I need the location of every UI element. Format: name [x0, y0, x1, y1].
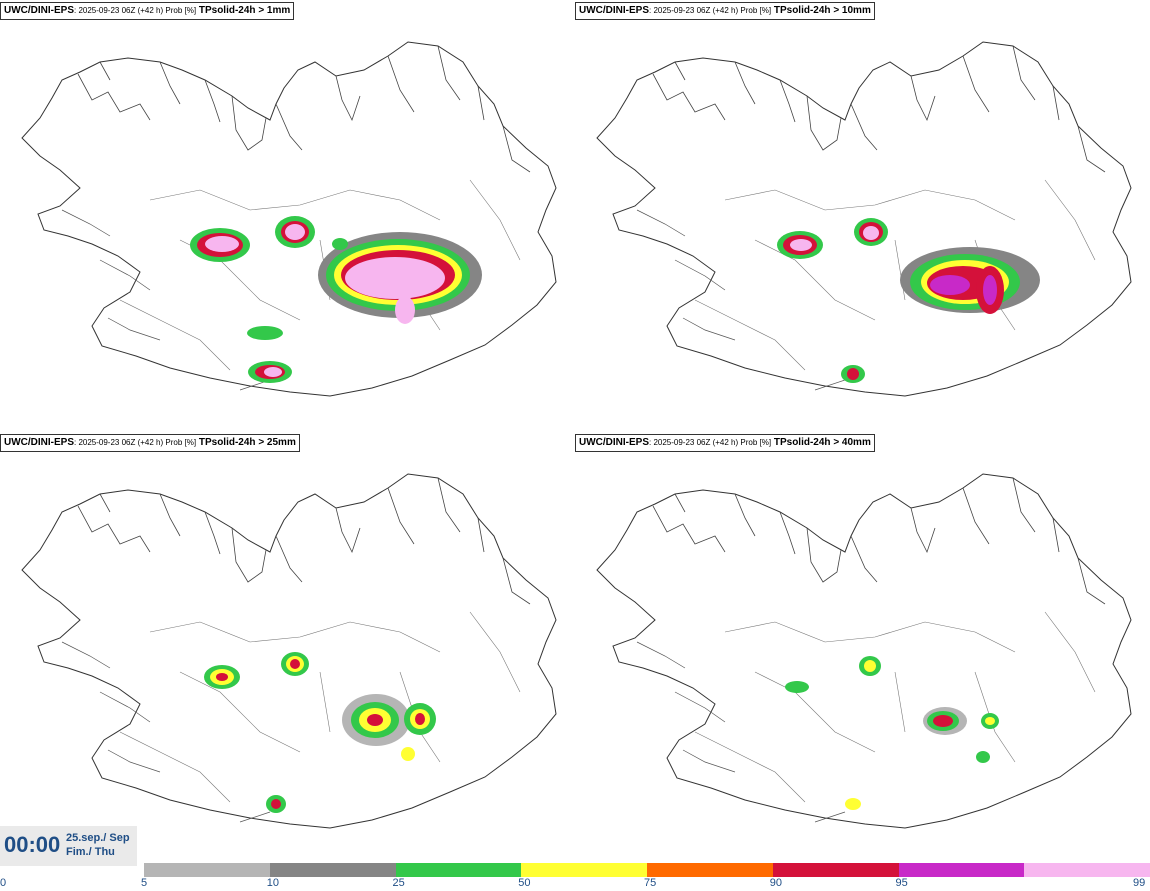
colorbar-tick-label: 75	[644, 877, 657, 889]
threshold-label: TPsolid-24h > 40mm	[773, 437, 871, 448]
colorbar-segment	[395, 863, 522, 877]
threshold-label: TPsolid-24h > 10mm	[773, 5, 871, 16]
run-info: : 2025-09-23 06Z (+42 h) Prob [%]	[74, 6, 197, 15]
map-panel-25mm: UWC/DINI-EPS: 2025-09-23 06Z (+42 h) Pro…	[0, 432, 575, 862]
panel-title: UWC/DINI-EPS: 2025-09-23 06Z (+42 h) Pro…	[0, 434, 300, 452]
threshold-label: TPsolid-24h > 25mm	[198, 437, 296, 448]
panel-title: UWC/DINI-EPS: 2025-09-23 06Z (+42 h) Pro…	[575, 2, 875, 20]
colorbar-segment	[1024, 863, 1150, 877]
colorbar-segment	[772, 863, 899, 877]
probability-blobs	[777, 218, 1040, 383]
colorbar-segment	[898, 863, 1025, 877]
run-info: : 2025-09-23 06Z (+42 h) Prob [%]	[649, 6, 772, 15]
iceland-map	[21, 473, 557, 829]
valid-time-clock: 00:00	[4, 832, 61, 857]
model-name: UWC/DINI-EPS	[4, 5, 74, 16]
colorbar-segment	[647, 863, 773, 877]
model-name: UWC/DINI-EPS	[4, 437, 74, 448]
probability-blobs	[190, 216, 482, 383]
colorbar-tick-label: 99	[1133, 877, 1146, 889]
colorbar-tick-label: 5	[141, 877, 148, 889]
date-line: 25.sep./ Sep	[66, 832, 130, 844]
run-info: : 2025-09-23 06Z (+42 h) Prob [%]	[74, 438, 197, 447]
panel-title: UWC/DINI-EPS: 2025-09-23 06Z (+42 h) Pro…	[0, 2, 295, 20]
colorbar-tick-label: 0	[0, 877, 7, 889]
colorbar-segment	[269, 863, 396, 877]
probability-colorbar	[144, 863, 1150, 877]
probability-blobs	[204, 652, 436, 813]
iceland-map	[596, 41, 1132, 397]
threshold-label: TPsolid-24h > 1mm	[198, 5, 291, 16]
colorbar-tick-label: 50	[518, 877, 531, 889]
panel-title: UWC/DINI-EPS: 2025-09-23 06Z (+42 h) Pro…	[575, 434, 875, 452]
colorbar-tick-label: 90	[769, 877, 782, 889]
run-info: : 2025-09-23 06Z (+42 h) Prob [%]	[649, 438, 772, 447]
iceland-map	[21, 41, 557, 397]
valid-time-badge: 00:00 25.sep./ Sep Fim./ Thu	[0, 826, 137, 866]
model-name: UWC/DINI-EPS	[579, 437, 649, 448]
map-panel-10mm: UWC/DINI-EPS: 2025-09-23 06Z (+42 h) Pro…	[575, 0, 1150, 430]
map-panel-40mm: UWC/DINI-EPS: 2025-09-23 06Z (+42 h) Pro…	[575, 432, 1150, 862]
day-line: Fim./ Thu	[66, 846, 115, 858]
colorbar-segment	[144, 863, 270, 877]
model-name: UWC/DINI-EPS	[579, 5, 649, 16]
probability-blobs	[785, 656, 999, 810]
colorbar-segment	[521, 863, 647, 877]
map-panel-1mm: UWC/DINI-EPS: 2025-09-23 06Z (+42 h) Pro…	[0, 0, 575, 430]
valid-time-date: 25.sep./ Sep Fim./ Thu	[66, 831, 130, 859]
colorbar-tick-label: 10	[266, 877, 279, 889]
colorbar-tick-label: 95	[895, 877, 908, 889]
iceland-map	[596, 473, 1132, 829]
colorbar-tick-label: 25	[392, 877, 405, 889]
